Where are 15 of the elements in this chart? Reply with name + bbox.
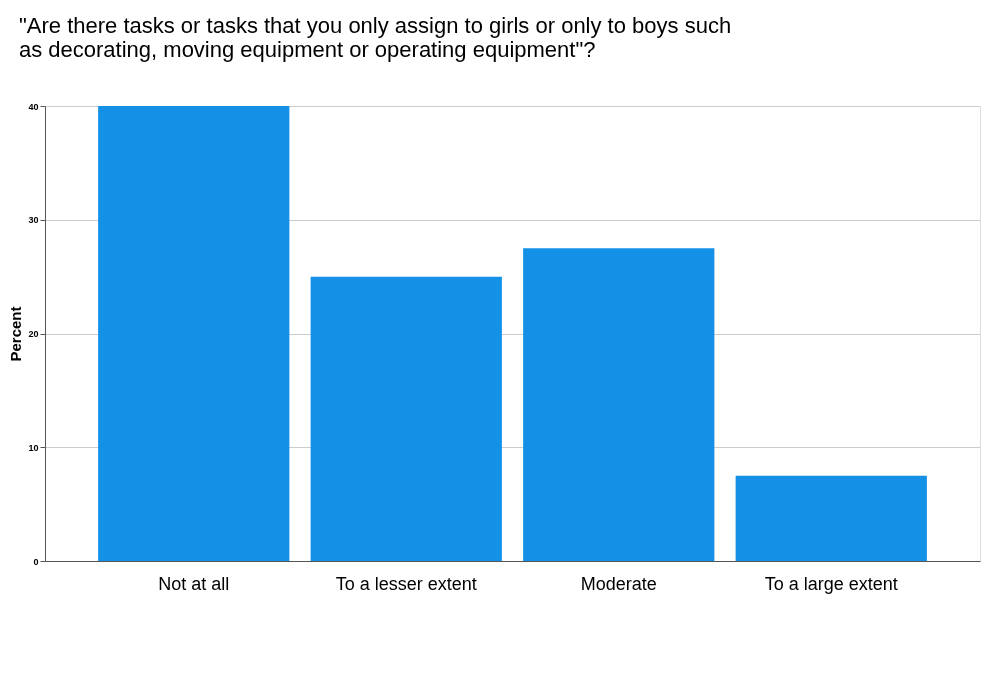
chart-title: "Are there tasks or tasks that you only assign to girls or only to boys such as decorating, moving equipment or operating equipment"? [18,13,732,62]
bar [523,248,715,561]
bar [310,276,502,561]
y-tick-label: 0 [33,556,39,567]
y-tick-label: 40 [28,101,39,112]
x-tick-label: Moderate [580,573,657,594]
x-tick-label: To a large extent [764,573,898,594]
x-tick-label: Not at all [158,573,230,594]
y-tick-label: 10 [28,442,39,453]
bar [98,106,290,561]
y-tick-label: 30 [28,215,39,226]
x-tick-label: To a lesser extent [335,573,477,594]
y-axis-title: Percent [7,306,25,362]
y-tick-label: 20 [28,329,39,339]
bar [735,475,927,561]
